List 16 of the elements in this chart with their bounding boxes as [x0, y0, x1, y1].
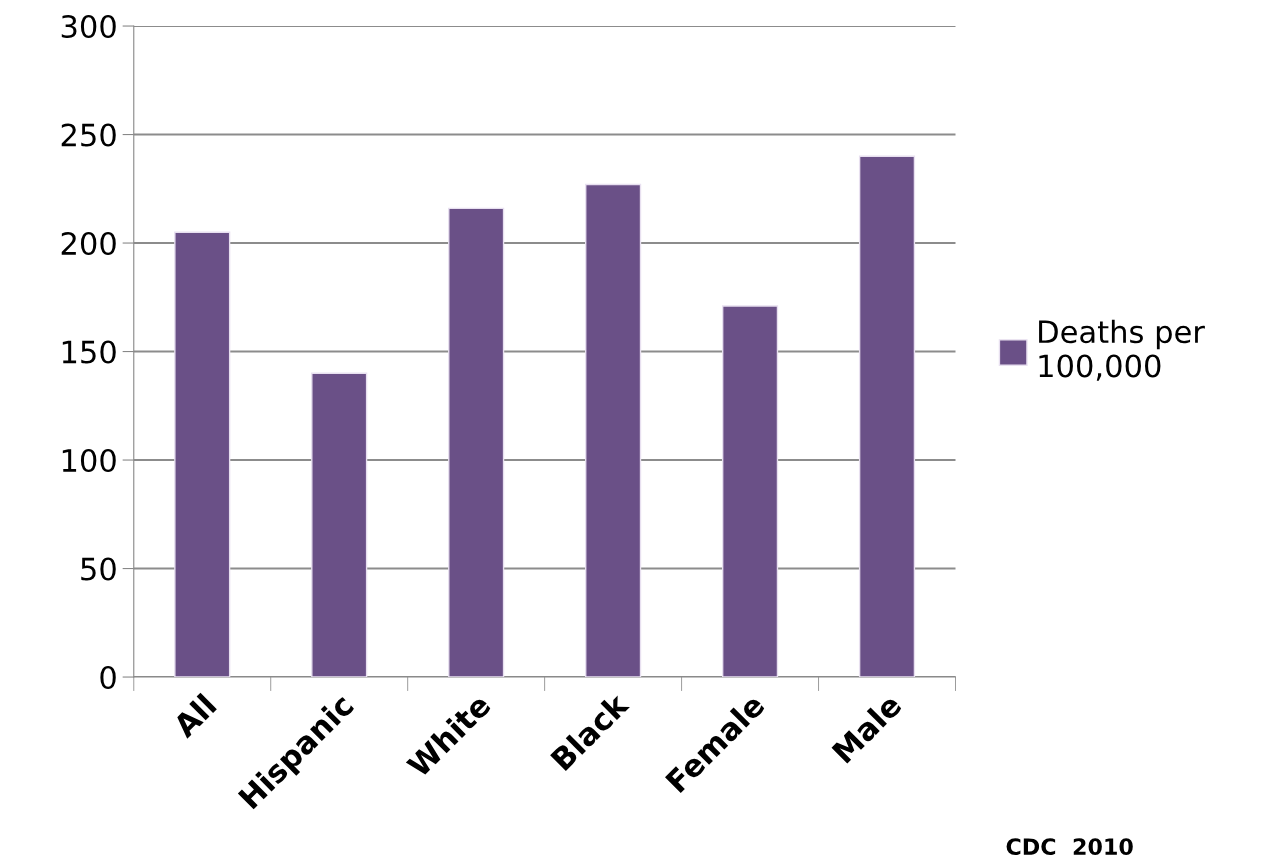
- bar: [174, 231, 231, 678]
- y-tick-label: 0: [100, 665, 116, 690]
- y-tick-label: 300: [61, 14, 116, 39]
- text: CDC 2010: [1006, 838, 1133, 856]
- y-tick-label: 50: [81, 557, 116, 581]
- y-tick-label: 150: [62, 340, 116, 364]
- bar: [858, 155, 916, 678]
- y-tick-label: 100: [62, 448, 116, 473]
- legend-label: Deaths per 100,000: [1039, 319, 1205, 381]
- bar: [448, 207, 505, 678]
- bar: [721, 305, 779, 678]
- bar: [585, 183, 642, 678]
- bar: [311, 372, 368, 678]
- y-tick-label: 250: [61, 123, 116, 147]
- y-tick-label: 200: [61, 231, 116, 256]
- x-tick-label: All: [170, 692, 217, 739]
